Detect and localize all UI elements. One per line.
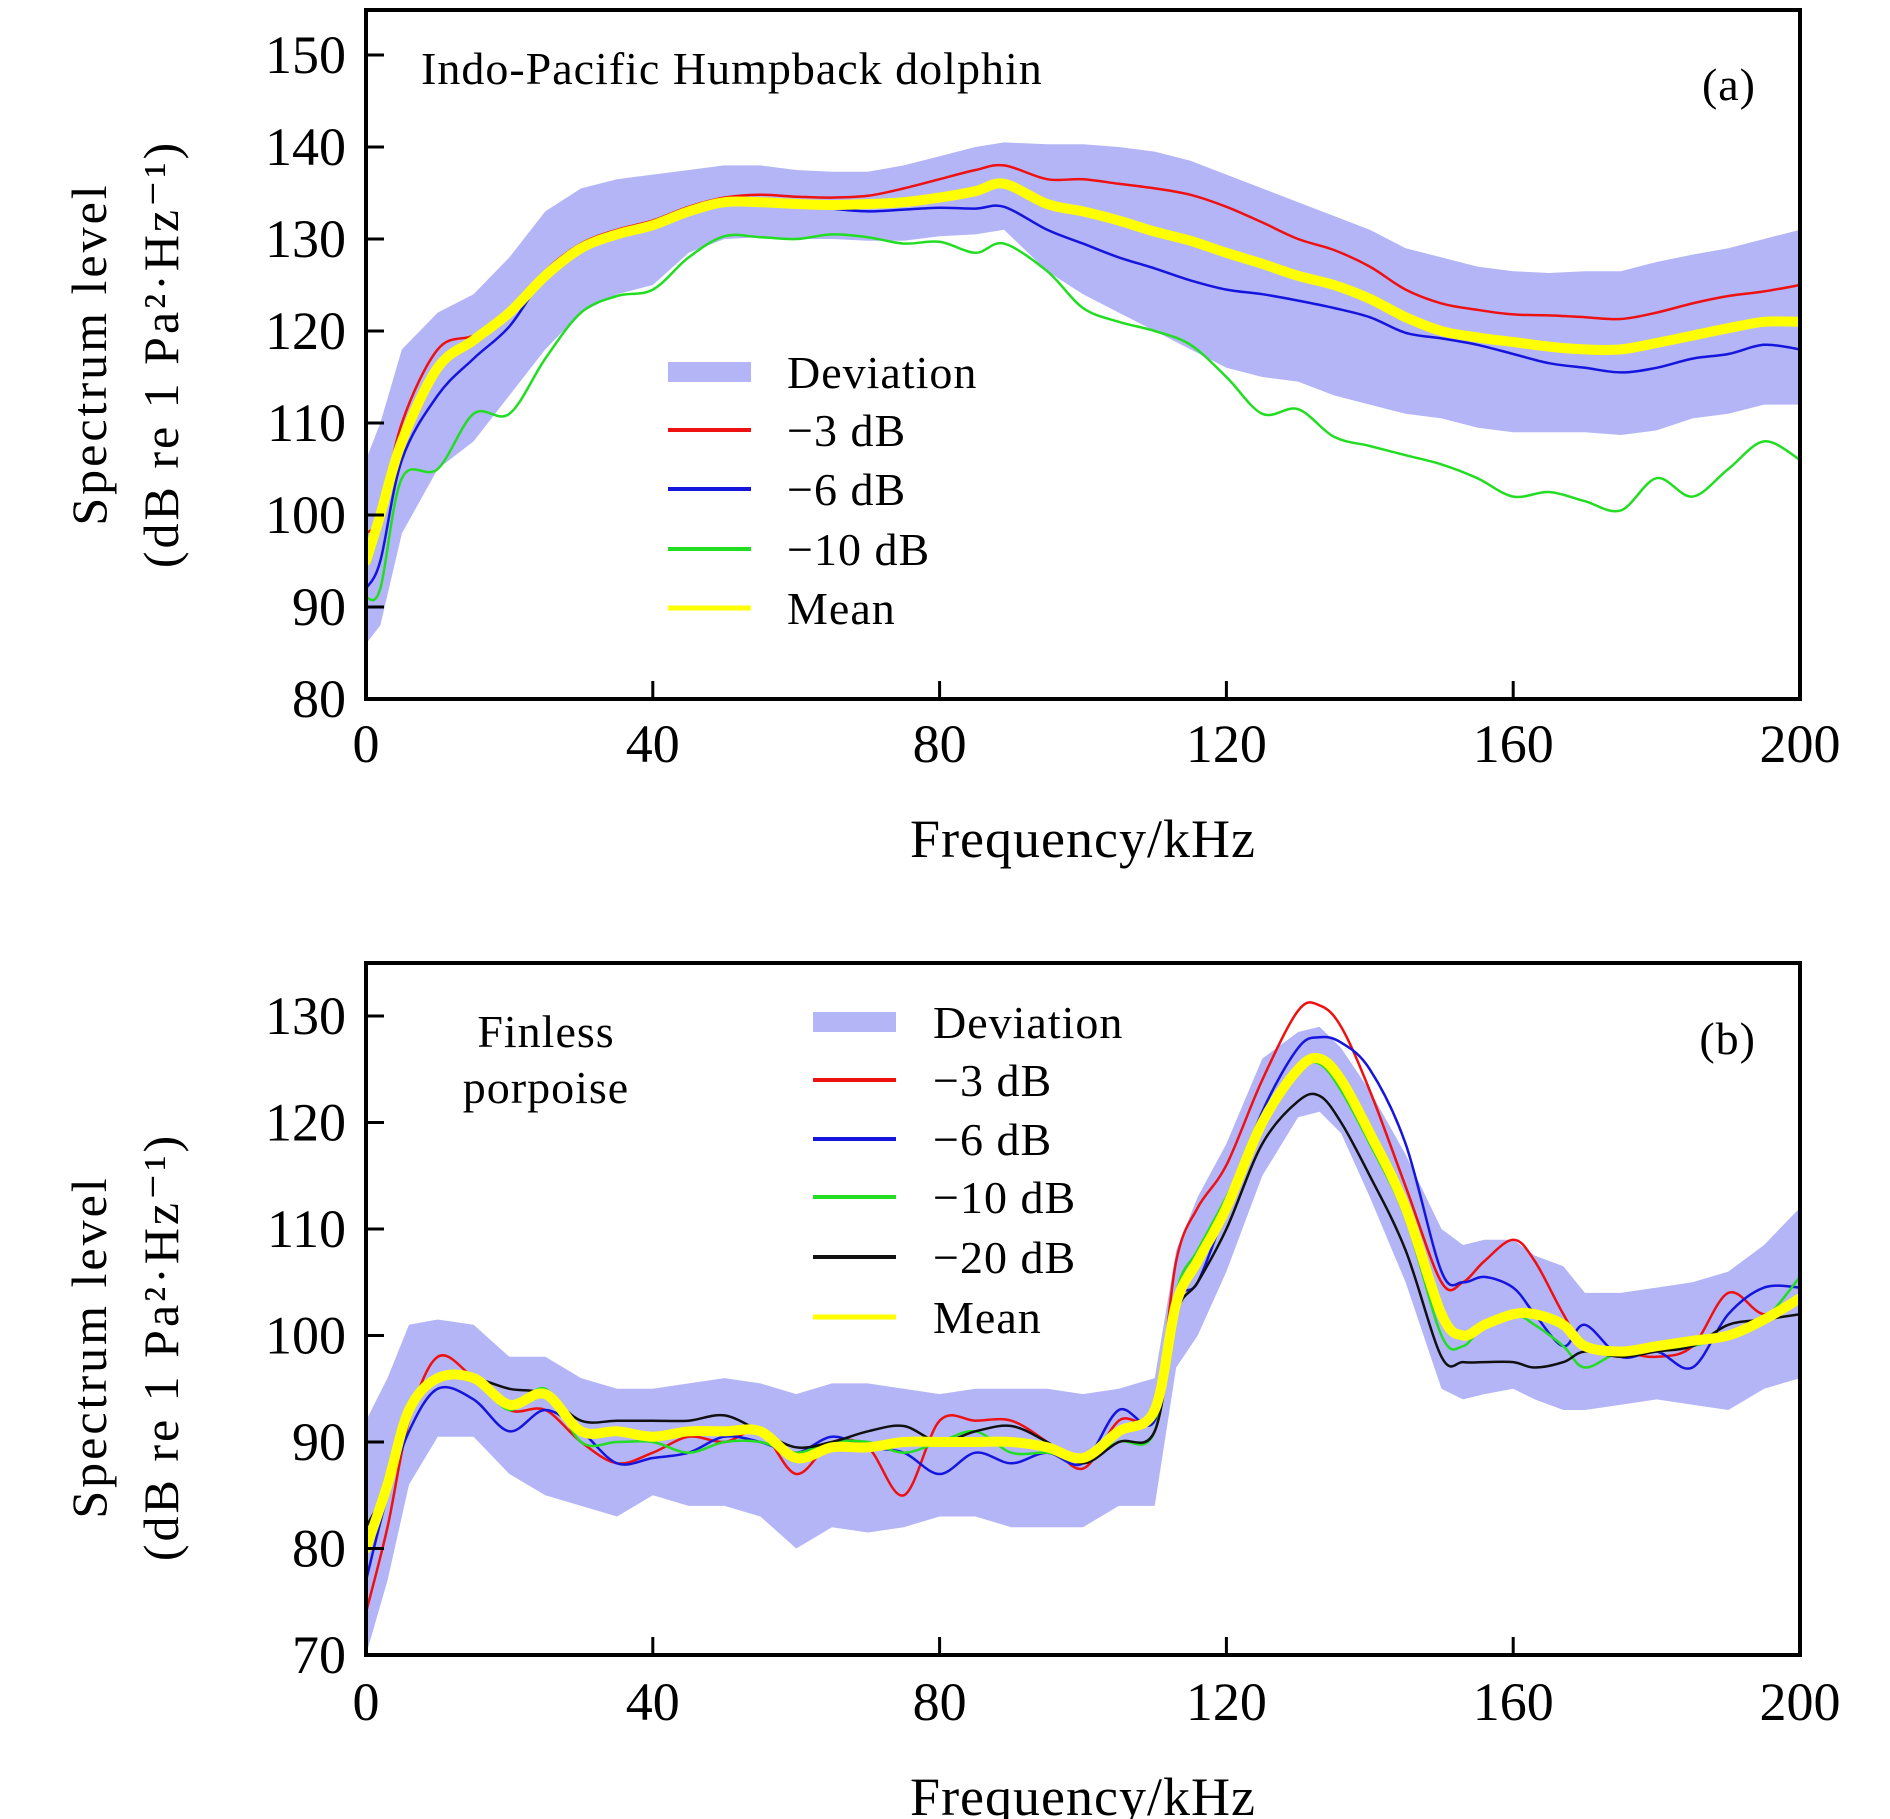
legend-swatch-deviation <box>813 1012 896 1032</box>
series-6db-line <box>366 1035 1800 1582</box>
legend-label-deviation: Deviation <box>933 997 1123 1048</box>
y-tick-label: 120 <box>265 1093 346 1153</box>
legend-label-6db: −6 dB <box>787 464 906 515</box>
x-tick-label: 160 <box>1473 1672 1554 1732</box>
series-mean-line <box>366 1053 1800 1554</box>
y-tick-label: 100 <box>265 1306 346 1366</box>
x-tick-label: 80 <box>913 1672 967 1732</box>
series-10db-line <box>366 233 1800 602</box>
x-tick-label: 40 <box>626 1672 680 1732</box>
x-tick-label: 200 <box>1760 714 1841 774</box>
panel-b-ylabel-line1: Spectrum level <box>61 1175 117 1518</box>
series-group <box>366 142 1800 644</box>
panel-a-ylabel-line2: (dB re 1 Pa²·Hz⁻¹) <box>133 140 189 568</box>
panel-b-label: (b) <box>1699 1013 1756 1064</box>
panel-a-legend: Deviation −3 dB −6 dB −10 dB Mean <box>668 347 977 634</box>
panel-a-ylabel-line1: Spectrum level <box>61 182 117 525</box>
legend-label-mean: Mean <box>787 583 896 634</box>
panel-b: 0 40 80 120 160 200 70 80 90 100 110 120 130 Finless… <box>61 961 1841 1819</box>
panel-b-ticks: 0 40 80 120 160 200 70 80 90 100 110 120 130 <box>265 986 1841 1732</box>
y-tick-label: 130 <box>265 209 346 269</box>
series-20db-line <box>366 1092 1800 1529</box>
panel-b-axes-frame <box>364 961 1802 1657</box>
legend-swatch-deviation <box>668 362 751 382</box>
y-tick-label: 80 <box>292 1519 346 1579</box>
panel-a: 0 40 80 120 160 200 80 90 100 110 120 130 140 150 Ind… <box>61 8 1841 869</box>
panel-b-ylabel-line2: (dB re 1 Pa²·Hz⁻¹) <box>133 1133 189 1561</box>
y-tick-label: 150 <box>265 25 346 85</box>
deviation-band <box>366 142 1800 644</box>
panel-a-xlabel: Frequency/kHz <box>910 809 1256 869</box>
y-tick-label: 140 <box>265 117 346 177</box>
y-tick-label: 100 <box>265 485 346 545</box>
x-tick-label: 80 <box>913 714 967 774</box>
x-tick-label: 160 <box>1473 714 1554 774</box>
panel-a-ticks: 0 40 80 120 160 200 80 90 100 110 120 130 140 150 <box>265 25 1841 774</box>
panel-a-plot-area <box>366 142 1800 644</box>
x-tick-label: 120 <box>1186 714 1267 774</box>
y-tick-label: 70 <box>292 1625 346 1685</box>
deviation-band <box>366 1026 1800 1655</box>
x-tick-label: 0 <box>353 714 380 774</box>
y-tick-label: 130 <box>265 986 346 1046</box>
legend-label-6db: −6 dB <box>933 1114 1052 1165</box>
x-tick-label: 120 <box>1186 1672 1267 1732</box>
legend-label-mean: Mean <box>933 1292 1042 1343</box>
panel-a-label: (a) <box>1702 59 1756 110</box>
panel-a-annotation: Indo-Pacific Humpback dolphin <box>421 43 1043 94</box>
y-tick-label: 120 <box>265 301 346 361</box>
panel-b-annotation-line2: porpoise <box>463 1062 629 1113</box>
y-tick-label: 110 <box>267 1199 346 1259</box>
panel-a-axes-frame <box>364 8 1802 701</box>
x-tick-label: 0 <box>353 1672 380 1732</box>
y-tick-label: 90 <box>292 1412 346 1472</box>
legend-label-3db: −3 dB <box>933 1055 1052 1106</box>
y-tick-label: 110 <box>267 393 346 453</box>
legend-label-10db: −10 dB <box>933 1172 1076 1223</box>
legend-label-deviation: Deviation <box>787 347 977 398</box>
series-mean-line <box>366 178 1800 566</box>
panel-b-xlabel: Frequency/kHz <box>910 1767 1256 1819</box>
panel-b-legend: Deviation −3 dB −6 dB −10 dB −20 dB Mean <box>813 997 1123 1343</box>
x-tick-label: 40 <box>626 714 680 774</box>
panel-b-plot-area <box>366 1001 1800 1655</box>
legend-label-10db: −10 dB <box>787 524 930 575</box>
x-tick-label: 200 <box>1760 1672 1841 1732</box>
legend-label-3db: −3 dB <box>787 405 906 456</box>
y-tick-label: 80 <box>292 669 346 729</box>
series-group <box>366 1001 1800 1655</box>
panel-b-annotation-line1: Finless <box>477 1006 614 1057</box>
y-tick-label: 90 <box>292 577 346 637</box>
legend-label-20db: −20 dB <box>933 1232 1076 1283</box>
